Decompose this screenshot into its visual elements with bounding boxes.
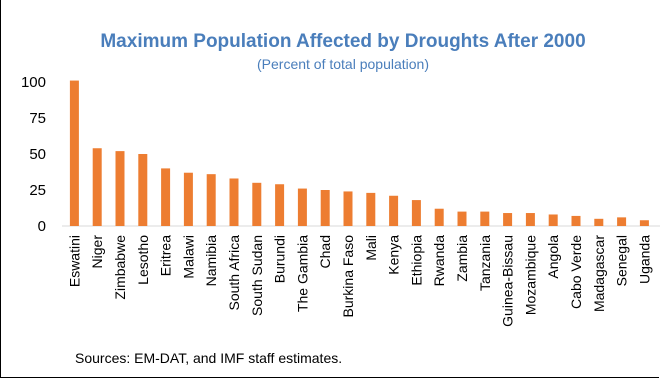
x-tick-label: The Gambia	[294, 235, 310, 312]
bar	[69, 80, 79, 226]
bar	[343, 191, 353, 226]
bar	[548, 214, 558, 226]
bar	[161, 168, 171, 226]
x-tick-label: Burkina Faso	[340, 235, 356, 318]
bar	[320, 190, 330, 226]
x-tick-label: Mozambique	[522, 235, 538, 315]
bar	[639, 220, 649, 226]
x-tick-label: Angola	[545, 235, 561, 279]
x-tick-label: Malawi	[180, 235, 196, 279]
x-tick-label: Namibia	[203, 235, 219, 287]
x-tick-label: Guinea-Bissau	[500, 235, 516, 327]
x-tick-label: Eswatini	[66, 235, 82, 287]
x-tick-label: Zimbabwe	[112, 235, 128, 300]
bar	[503, 213, 513, 226]
x-tick-label: South Sudan	[249, 235, 265, 316]
x-tick-label: Tanzania	[477, 235, 493, 291]
x-tick-label: Cabo Verde	[568, 235, 584, 309]
bar	[92, 148, 102, 226]
bar	[366, 192, 376, 226]
y-tick-label: 25	[29, 182, 46, 199]
y-tick-label: 100	[21, 74, 46, 91]
bar	[434, 208, 444, 226]
source-note: Sources: EM-DAT, and IMF staff estimates…	[75, 350, 342, 366]
x-tick-label: Madagascar	[591, 235, 607, 312]
x-tick-label: Ethiopia	[408, 235, 424, 286]
bar	[229, 178, 239, 226]
bar	[183, 172, 193, 226]
bar	[252, 182, 262, 226]
x-tick-label: Lesotho	[135, 235, 151, 285]
x-tick-label: Zambia	[454, 235, 470, 282]
y-tick-label: 50	[29, 146, 46, 163]
y-tick-label: 75	[29, 110, 46, 127]
bar	[411, 200, 421, 226]
x-tick-label: Kenya	[386, 235, 402, 275]
x-tick-label: Burundi	[272, 235, 288, 283]
bar	[480, 211, 490, 226]
bar	[275, 184, 285, 226]
bar	[206, 174, 216, 226]
chart-subtitle: (Percent of total population)	[257, 56, 429, 72]
bar	[457, 211, 467, 226]
bar	[115, 151, 125, 226]
y-axis-ticks: 0 25 50 75 100	[21, 74, 46, 235]
x-tick-label: Eritrea	[158, 235, 174, 276]
x-tick-label: Chad	[317, 235, 333, 268]
y-tick-label: 0	[38, 218, 46, 235]
bar	[297, 188, 307, 226]
x-tick-label: Uganda	[636, 235, 652, 284]
x-tick-label: South Africa	[226, 235, 242, 311]
chart-title: Maximum Population Affected by Droughts …	[100, 31, 585, 52]
bar	[389, 195, 399, 226]
x-axis-labels: Eswatini Niger Zimbabwe Lesotho Eritrea Malaw…	[66, 235, 660, 327]
bar	[571, 215, 581, 226]
bar	[617, 217, 627, 226]
x-tick-label: Senegal	[614, 235, 630, 286]
bars-group	[69, 80, 649, 226]
bar	[594, 218, 604, 226]
bar	[138, 154, 148, 226]
bar	[525, 213, 535, 226]
x-tick-label: Mali	[363, 235, 379, 261]
x-tick-label: Rwanda	[431, 235, 447, 287]
x-tick-label: Niger	[89, 235, 105, 269]
